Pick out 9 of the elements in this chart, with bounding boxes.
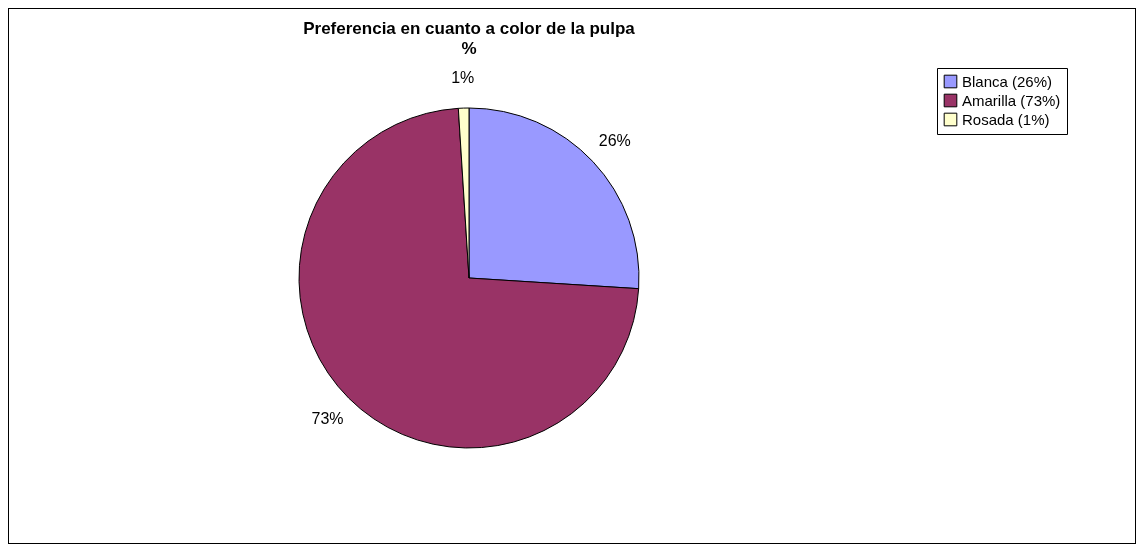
- legend-label: Rosada (1%): [962, 110, 1050, 128]
- chart-subtitle: %: [461, 38, 477, 58]
- data-label: 26%: [598, 132, 631, 150]
- legend-label: Amarilla (73%): [962, 91, 1061, 109]
- data-label: 1%: [451, 69, 475, 87]
- legend-label: Blanca (26%): [962, 72, 1053, 90]
- pie-slice: [298, 107, 640, 449]
- data-label: 73%: [311, 410, 344, 428]
- chart-title: Preferencia en cuanto a color de la pulpa: [303, 18, 636, 38]
